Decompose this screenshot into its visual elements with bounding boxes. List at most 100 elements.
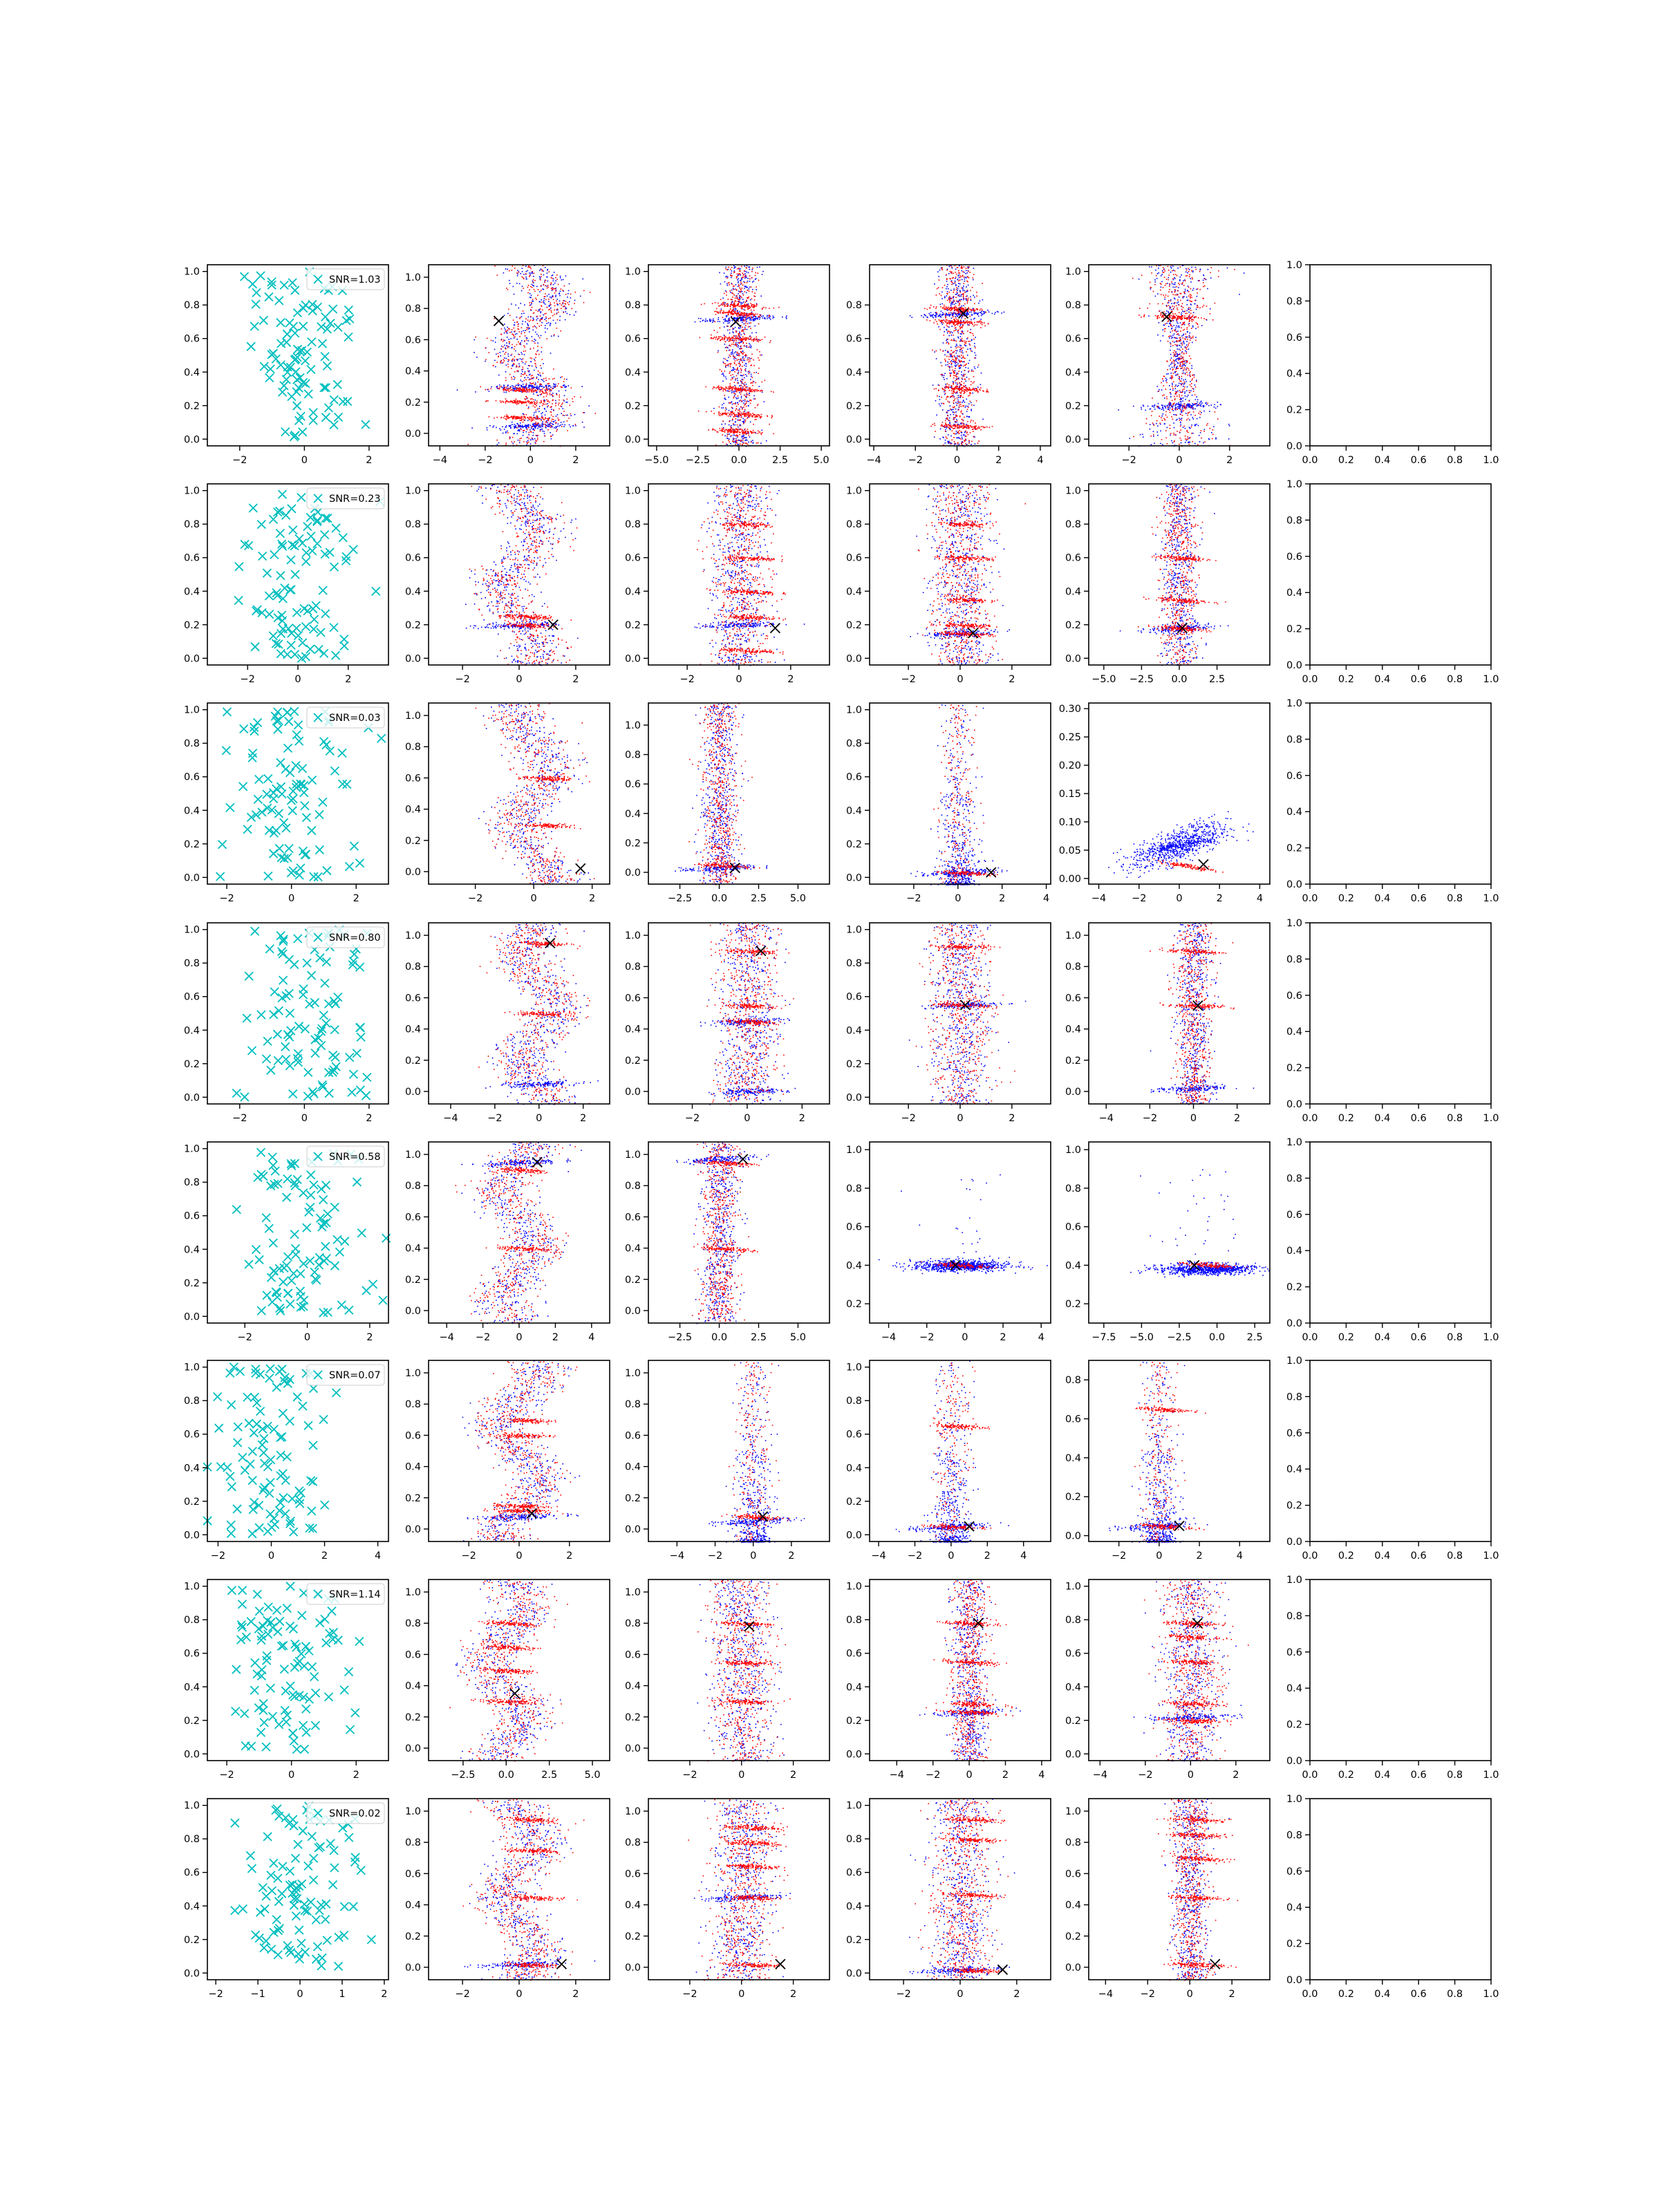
red-point — [747, 390, 749, 391]
red-point — [729, 431, 731, 433]
red-point — [523, 415, 525, 418]
blue-point — [969, 348, 971, 350]
blue-point — [935, 400, 937, 402]
red-point — [511, 400, 512, 402]
red-point — [721, 303, 722, 305]
red-point — [532, 377, 534, 378]
red-point — [531, 397, 533, 400]
red-point — [956, 403, 958, 404]
blue-point — [956, 314, 957, 316]
y-tick-label: 0.8 — [184, 300, 200, 311]
blue-point — [950, 265, 952, 266]
red-point — [500, 386, 503, 387]
red-point — [961, 351, 962, 353]
red-point — [735, 391, 737, 392]
blue-point — [954, 370, 956, 372]
blue-point — [961, 299, 962, 301]
red-point — [500, 402, 502, 403]
blue-point — [564, 386, 566, 388]
blue-point — [738, 278, 740, 279]
blue-point — [524, 426, 526, 427]
blue-point — [960, 339, 962, 340]
blue-point — [516, 332, 518, 335]
red-point — [738, 268, 740, 269]
data-point — [282, 329, 292, 339]
red-point — [509, 388, 510, 390]
blue-point — [941, 314, 943, 315]
red-point — [717, 338, 719, 339]
blue-point — [536, 376, 538, 378]
red-point — [958, 270, 959, 272]
red-point — [949, 330, 950, 332]
data-point — [290, 328, 300, 338]
red-point — [730, 338, 731, 340]
blue-point — [740, 341, 742, 342]
red-point — [771, 417, 772, 419]
red-point — [742, 379, 744, 381]
red-point — [485, 401, 487, 402]
blue-point — [744, 356, 747, 358]
red-point — [754, 306, 756, 307]
red-point — [744, 403, 746, 404]
red-point — [735, 364, 737, 366]
red-point — [718, 412, 720, 414]
red-point — [967, 268, 969, 269]
blue-point — [738, 344, 739, 346]
series-red — [697, 265, 780, 447]
blue-point — [559, 292, 560, 294]
red-point — [749, 278, 751, 280]
blue-point — [733, 424, 734, 426]
red-point — [750, 303, 751, 304]
blue-point — [950, 290, 952, 291]
blue-point — [950, 386, 953, 388]
red-point — [963, 276, 965, 278]
blue-point — [974, 388, 976, 389]
red-point — [961, 361, 962, 362]
red-point — [747, 429, 749, 430]
blue-point — [971, 409, 972, 411]
blue-point — [733, 441, 735, 443]
red-point — [756, 389, 758, 391]
red-point — [736, 295, 738, 297]
red-point — [561, 404, 563, 405]
red-point — [740, 339, 742, 341]
red-point — [950, 426, 952, 428]
red-point — [723, 388, 725, 390]
blue-point — [746, 437, 747, 439]
red-point — [523, 414, 525, 415]
red-point — [733, 387, 735, 389]
red-point — [728, 312, 729, 314]
blue-point — [748, 317, 750, 319]
red-point — [542, 391, 543, 393]
red-point — [734, 339, 735, 341]
red-point — [556, 430, 557, 432]
red-point — [749, 387, 751, 388]
red-point — [769, 341, 771, 344]
red-point — [729, 371, 731, 373]
blue-point — [562, 385, 564, 386]
red-point — [734, 306, 736, 308]
blue-point — [731, 390, 732, 392]
red-point — [977, 364, 980, 366]
red-point — [496, 362, 498, 363]
blue-point — [727, 438, 729, 440]
red-point — [496, 416, 498, 418]
x-tick-label: 0.0 — [731, 455, 747, 466]
red-point — [969, 340, 971, 342]
red-point — [740, 443, 741, 445]
blue-point — [956, 421, 957, 423]
red-point — [525, 402, 526, 404]
blue-point — [959, 384, 962, 386]
red-point — [735, 403, 736, 404]
red-point — [953, 355, 955, 357]
red-point — [964, 344, 966, 346]
blue-point — [549, 296, 551, 298]
blue-point — [486, 427, 488, 429]
red-point — [945, 359, 946, 362]
blue-point — [940, 316, 942, 318]
blue-point — [733, 265, 735, 267]
red-point — [752, 268, 753, 269]
red-point — [737, 367, 738, 368]
red-point — [550, 389, 551, 391]
blue-point — [751, 375, 752, 377]
